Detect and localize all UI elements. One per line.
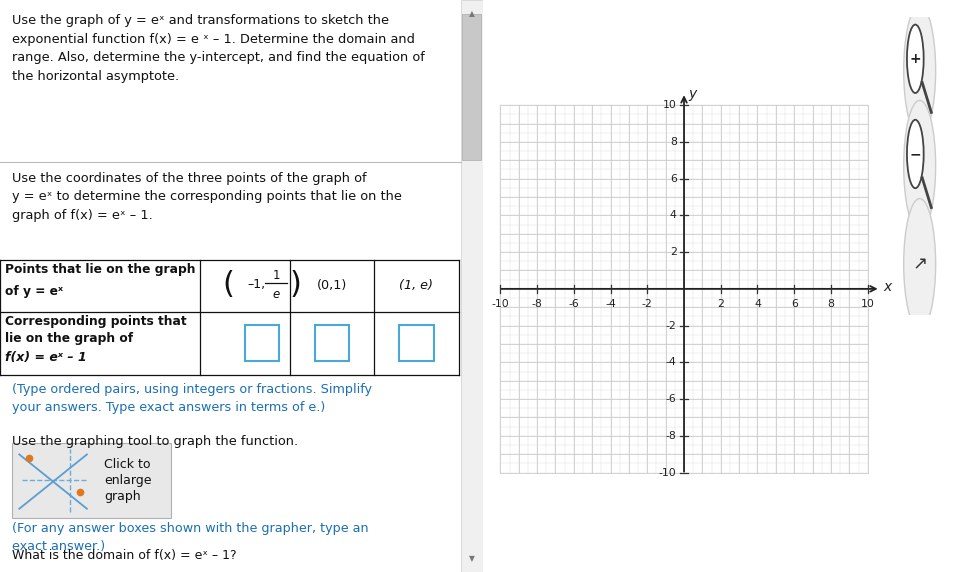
Text: -8: -8 [666, 431, 677, 441]
Text: Corresponding points that: Corresponding points that [5, 315, 186, 328]
Text: -10: -10 [491, 299, 510, 309]
Text: of y = eˣ: of y = eˣ [5, 285, 63, 298]
Text: -8: -8 [532, 299, 542, 309]
Text: 6: 6 [670, 174, 677, 184]
Text: 2: 2 [717, 299, 725, 309]
Text: Points that lie on the graph: Points that lie on the graph [5, 264, 195, 276]
Text: lie on the graph of: lie on the graph of [5, 332, 133, 345]
Text: 1: 1 [272, 269, 280, 282]
Text: 4: 4 [670, 210, 677, 220]
Text: –1,: –1, [248, 279, 266, 291]
Text: Use the graphing tool to graph the function.: Use the graphing tool to graph the funct… [12, 435, 298, 448]
Text: (0,1): (0,1) [316, 280, 347, 292]
Circle shape [903, 5, 936, 136]
Text: x: x [883, 280, 892, 294]
Text: 10: 10 [663, 100, 677, 110]
Text: -4: -4 [605, 299, 616, 309]
Text: -4: -4 [666, 358, 677, 367]
Text: f(x) = eˣ – 1: f(x) = eˣ – 1 [5, 351, 87, 364]
Text: Click to: Click to [104, 458, 151, 471]
Text: y: y [688, 87, 697, 101]
Text: 8: 8 [670, 137, 677, 147]
Text: 4: 4 [754, 299, 761, 309]
Text: ↗: ↗ [912, 255, 927, 273]
Text: (: ( [222, 271, 234, 299]
Text: -6: -6 [666, 394, 677, 404]
Text: (For any answer boxes shown with the grapher, type an
exact answer.): (For any answer boxes shown with the gra… [12, 522, 369, 553]
Text: -6: -6 [569, 299, 579, 309]
Text: −: − [909, 147, 922, 161]
Text: 6: 6 [791, 299, 797, 309]
Circle shape [907, 120, 923, 188]
Circle shape [903, 101, 936, 231]
Bar [12, 443, 171, 518]
Text: +: + [909, 52, 922, 66]
Bar [462, 14, 481, 160]
Text: -2: -2 [641, 299, 653, 309]
Text: (Type ordered pairs, using integers or fractions. Simplify
your answers. Type ex: (Type ordered pairs, using integers or f… [12, 383, 372, 414]
Text: ▼: ▼ [469, 554, 475, 563]
Text: 10: 10 [860, 299, 875, 309]
Text: What is the domain of f(x) = eˣ – 1?: What is the domain of f(x) = eˣ – 1? [12, 549, 237, 562]
Text: enlarge: enlarge [104, 474, 152, 487]
Text: 2: 2 [670, 247, 677, 257]
Bar [461, 0, 483, 572]
Bar [399, 325, 434, 361]
Text: ▲: ▲ [469, 9, 475, 18]
Circle shape [903, 198, 936, 329]
Circle shape [907, 25, 923, 93]
Text: 8: 8 [828, 299, 835, 309]
Text: Use the coordinates of the three points of the graph of
y = eˣ to determine the : Use the coordinates of the three points … [12, 172, 402, 221]
Text: -2: -2 [666, 320, 677, 331]
Bar [315, 325, 349, 361]
Text: e: e [272, 288, 280, 300]
Text: graph: graph [104, 490, 141, 503]
Text: (1, e): (1, e) [400, 280, 433, 292]
Text: Use the graph of y = eˣ and transformations to sketch the
exponential function f: Use the graph of y = eˣ and transformati… [12, 14, 425, 83]
Text: ): ) [290, 271, 302, 299]
Text: -10: -10 [659, 467, 677, 478]
Bar [245, 325, 279, 361]
